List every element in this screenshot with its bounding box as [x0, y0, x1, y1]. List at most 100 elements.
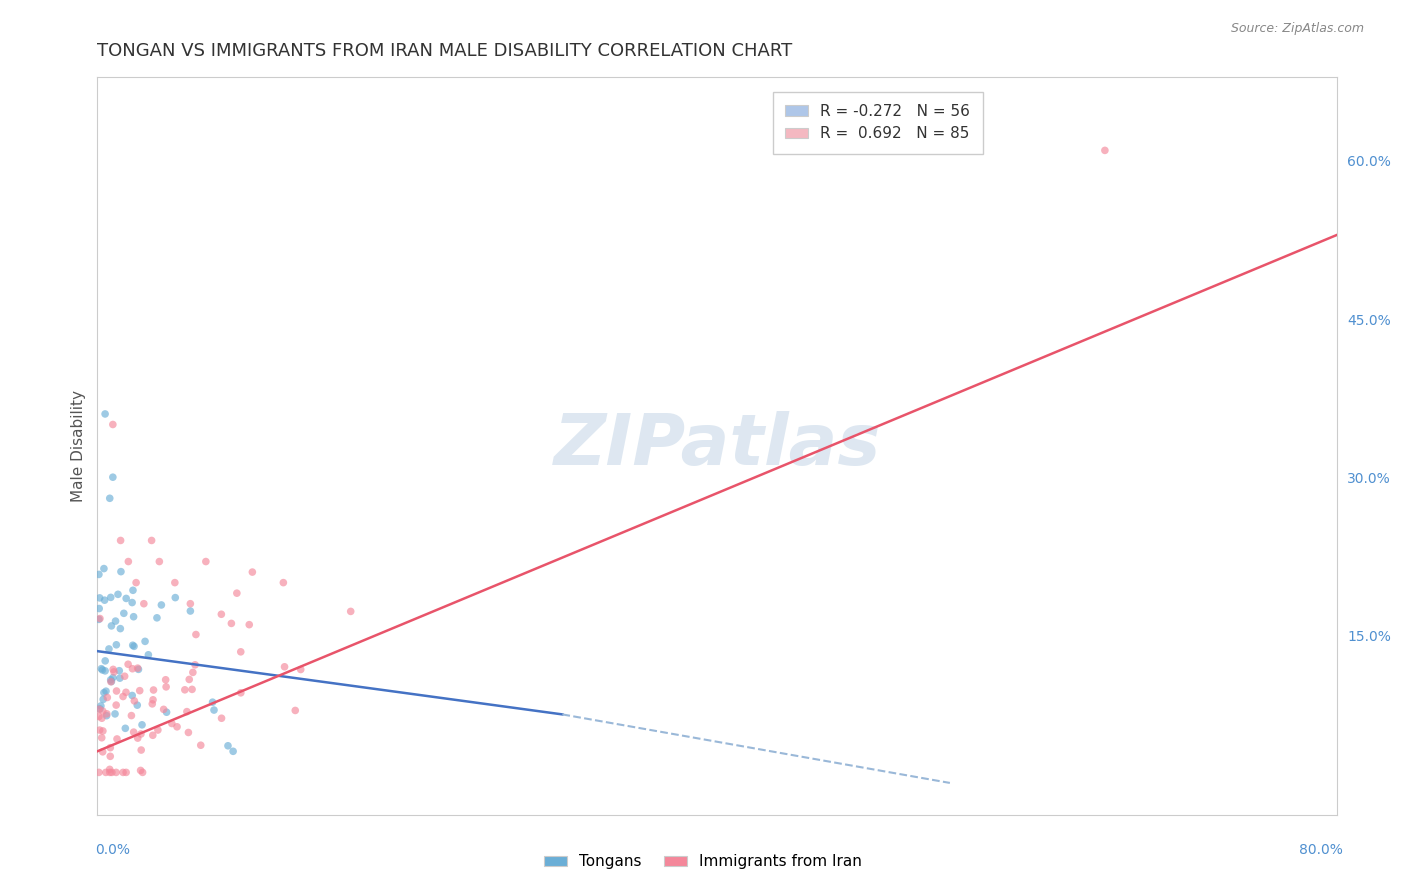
Point [115, 765, 138, 780]
Point [94, 407, 117, 421]
Point [100, 673, 122, 687]
Point [181, 682, 204, 697]
Point [184, 627, 207, 641]
Point [166, 720, 188, 734]
Point [93, 561, 115, 575]
Point [125, 575, 148, 590]
Text: 0.0%: 0.0% [96, 843, 131, 857]
Point [142, 683, 165, 698]
Point [98, 740, 121, 755]
Point [100, 674, 122, 689]
Text: ZIPatlas: ZIPatlas [554, 411, 882, 480]
Point [105, 698, 128, 712]
Text: Source: ZipAtlas.com: Source: ZipAtlas.com [1230, 22, 1364, 36]
Point [115, 685, 138, 699]
Point [163, 575, 186, 590]
Point [89, 723, 111, 737]
Point [184, 657, 207, 672]
Point [89, 601, 111, 615]
Point [103, 665, 125, 679]
Point [91, 663, 114, 677]
Point [107, 587, 129, 601]
Point [101, 765, 124, 780]
Point [124, 694, 146, 708]
Point [87, 765, 110, 780]
Point [141, 533, 163, 548]
Point [339, 604, 361, 618]
Point [90, 662, 112, 676]
Point [91, 745, 114, 759]
Point [94, 684, 117, 698]
Point [105, 638, 128, 652]
Point [98, 765, 121, 780]
Point [105, 731, 128, 746]
Point [93, 686, 115, 700]
Point [122, 583, 145, 598]
Point [101, 417, 124, 432]
Point [121, 662, 143, 676]
Point [129, 743, 152, 757]
Point [238, 617, 260, 632]
Point [148, 555, 170, 569]
Point [165, 591, 187, 605]
Point [100, 619, 122, 633]
Legend: R = -0.272   N = 56, R =  0.692   N = 85: R = -0.272 N = 56, R = 0.692 N = 85 [773, 92, 983, 153]
Point [127, 731, 149, 745]
Point [155, 673, 177, 687]
Point [89, 611, 111, 625]
Point [114, 669, 136, 683]
Point [177, 725, 200, 739]
Point [129, 764, 152, 778]
Point [98, 749, 121, 764]
Point [122, 609, 145, 624]
Point [110, 622, 132, 636]
Legend: Tongans, Immigrants from Iran: Tongans, Immigrants from Iran [537, 848, 869, 875]
Point [142, 693, 165, 707]
Point [179, 673, 201, 687]
Point [108, 664, 131, 678]
Point [134, 634, 156, 648]
Point [225, 586, 247, 600]
Point [290, 663, 312, 677]
Point [120, 708, 142, 723]
Point [90, 731, 112, 745]
Point [104, 706, 127, 721]
Point [155, 680, 177, 694]
Point [190, 738, 212, 752]
Point [141, 697, 163, 711]
Point [105, 765, 128, 780]
Point [87, 612, 110, 626]
Point [131, 765, 153, 780]
Point [96, 708, 118, 723]
Point [94, 765, 117, 780]
Point [90, 698, 112, 713]
Y-axis label: Male Disability: Male Disability [72, 390, 86, 501]
Point [201, 695, 224, 709]
Point [110, 565, 132, 579]
Point [217, 739, 239, 753]
Point [229, 645, 252, 659]
Point [221, 616, 243, 631]
Point [179, 597, 201, 611]
Point [91, 704, 114, 718]
Point [100, 591, 122, 605]
Point [209, 607, 232, 622]
Text: TONGAN VS IMMIGRANTS FROM IRAN MALE DISABILITY CORRELATION CHART: TONGAN VS IMMIGRANTS FROM IRAN MALE DISA… [97, 42, 793, 60]
Point [104, 614, 127, 628]
Point [94, 654, 117, 668]
Point [89, 591, 111, 605]
Point [115, 591, 138, 606]
Point [138, 648, 160, 662]
Point [112, 607, 135, 621]
Point [97, 642, 120, 657]
Point [122, 640, 145, 654]
Point [121, 689, 143, 703]
Point [108, 671, 131, 685]
Point [100, 674, 122, 689]
Point [87, 702, 110, 716]
Point [90, 711, 112, 725]
Point [176, 705, 198, 719]
Point [131, 718, 153, 732]
Text: 80.0%: 80.0% [1299, 843, 1343, 857]
Point [101, 470, 124, 484]
